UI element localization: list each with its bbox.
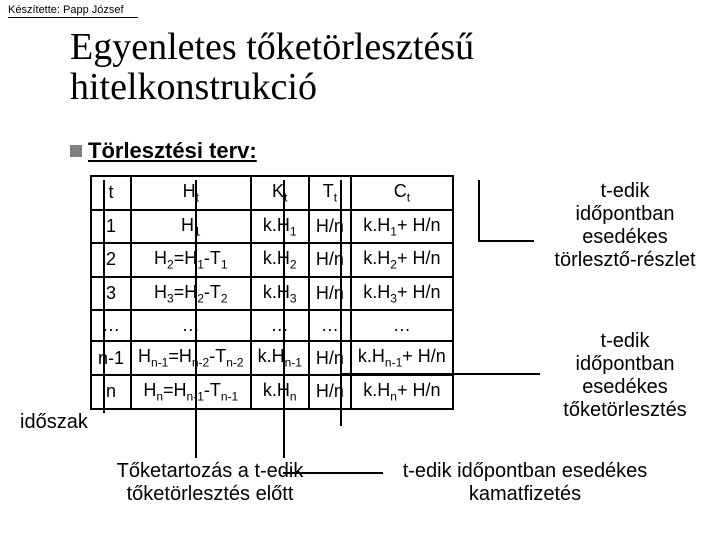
table-cell: k.Hn+ H/n xyxy=(351,375,453,409)
connector-line xyxy=(283,180,285,458)
table-row: 1H1k.H1H/nk.H1+ H/n xyxy=(91,210,453,244)
table-cell: … xyxy=(131,310,251,341)
table-cell: k.H1 xyxy=(251,210,309,244)
title-line-2: hitelkonstrukció xyxy=(70,68,474,108)
table-cell: H/n xyxy=(309,277,351,311)
table-cell: n-1 xyxy=(91,341,131,375)
table-cell: k.H2 xyxy=(251,243,309,277)
subhead-row: Törlesztési terv: xyxy=(70,138,257,164)
subhead-text: Törlesztési terv: xyxy=(88,138,257,164)
annot-line: kamatfizetés xyxy=(375,483,675,506)
annot-interest: t-edik időpontban esedékes kamatfizetés xyxy=(375,460,675,506)
annot-line: tőketörlesztés előtt xyxy=(95,483,325,506)
annot-line: esedékes xyxy=(535,226,715,249)
connector-line xyxy=(195,180,197,458)
table-cell: 2 xyxy=(91,243,131,277)
annot-line: tőketörlesztés xyxy=(535,399,715,422)
annot-line: időpontban xyxy=(535,203,715,226)
table-row: …………… xyxy=(91,310,453,341)
connector-line xyxy=(340,180,342,426)
table-header-cell: Kt xyxy=(251,176,309,210)
annot-line: t-edik xyxy=(535,180,715,203)
table-header-cell: t xyxy=(91,176,131,210)
annot-line: t-edik xyxy=(535,330,715,353)
table-cell: H1 xyxy=(131,210,251,244)
connector-line xyxy=(478,180,480,240)
table-cell: … xyxy=(309,310,351,341)
annot-principal: t-edik időpontban esedékes tőketörleszté… xyxy=(535,330,715,422)
annot-debt: Tőketartozás a t-edik tőketörlesztés elő… xyxy=(95,460,325,506)
annot-line: esedékes xyxy=(535,376,715,399)
table-row: 2H2=H1-T1k.H2H/nk.H2+ H/n xyxy=(91,243,453,277)
table-row: n-1Hn-1=Hn-2-Tn-2k.Hn-1H/nk.Hn-1+ H/n xyxy=(91,341,453,375)
table-cell: Hn=Hn-1-Tn-1 xyxy=(131,375,251,409)
title-line-1: Egyenletes tőketörlesztésű xyxy=(70,28,474,68)
table-header-cell: Ht xyxy=(131,176,251,210)
table-cell: 1 xyxy=(91,210,131,244)
slide-title: Egyenletes tőketörlesztésű hitelkonstruk… xyxy=(70,28,474,108)
table-cell: k.H2+ H/n xyxy=(351,243,453,277)
table-cell: … xyxy=(251,310,309,341)
author-line: Készítette: Papp József xyxy=(8,4,138,18)
annot-line: törlesztő-részlet xyxy=(535,249,715,272)
table-cell: H/n xyxy=(309,210,351,244)
table-cell: 3 xyxy=(91,277,131,311)
table-cell: Hn-1=Hn-2-Tn-2 xyxy=(131,341,251,375)
table-cell: … xyxy=(351,310,453,341)
annot-line: időpontban xyxy=(535,353,715,376)
table-cell: H3=H2-T2 xyxy=(131,277,251,311)
table-row: nHn=Hn-1-Tn-1k.HnH/nk.Hn+ H/n xyxy=(91,375,453,409)
table-cell: k.H1+ H/n xyxy=(351,210,453,244)
bullet-icon xyxy=(70,145,82,157)
connector-line xyxy=(340,373,540,375)
table-cell: H/n xyxy=(309,243,351,277)
table-cell: k.H3 xyxy=(251,277,309,311)
table-cell: k.Hn-1 xyxy=(251,341,309,375)
table-cell: n xyxy=(91,375,131,409)
annot-line: t-edik időpontban esedékes xyxy=(375,460,675,483)
table-cell: H/n xyxy=(309,341,351,375)
table-cell: k.H3+ H/n xyxy=(351,277,453,311)
connector-line xyxy=(103,180,105,413)
slide-page: Készítette: Papp József Egyenletes tőket… xyxy=(0,0,720,540)
table-cell: k.Hn xyxy=(251,375,309,409)
table-header-cell: Tt xyxy=(309,176,351,210)
table-cell: … xyxy=(91,310,131,341)
period-label: időszak xyxy=(20,411,88,434)
annot-installment: t-edik időpontban esedékes törlesztő-rés… xyxy=(535,180,715,272)
table-cell: H/n xyxy=(309,375,351,409)
connector-line xyxy=(478,240,534,242)
table-cell: k.Hn-1+ H/n xyxy=(351,341,453,375)
table-header-cell: Ct xyxy=(351,176,453,210)
connector-line xyxy=(283,472,383,474)
table-cell: H2=H1-T1 xyxy=(131,243,251,277)
table-row: 3H3=H2-T2k.H3H/nk.H3+ H/n xyxy=(91,277,453,311)
